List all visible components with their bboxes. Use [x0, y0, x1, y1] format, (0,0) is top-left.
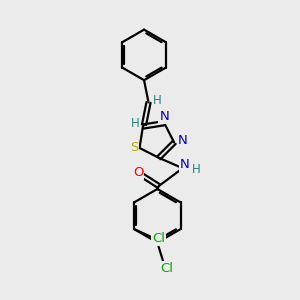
Text: Cl: Cl — [160, 262, 173, 275]
Text: N: N — [180, 158, 190, 171]
Text: H: H — [131, 117, 140, 130]
Text: H: H — [192, 163, 200, 176]
Text: S: S — [130, 142, 138, 154]
Text: N: N — [178, 134, 187, 147]
Text: O: O — [133, 166, 143, 178]
Text: N: N — [159, 110, 169, 123]
Text: Cl: Cl — [152, 232, 165, 244]
Text: H: H — [153, 94, 162, 106]
